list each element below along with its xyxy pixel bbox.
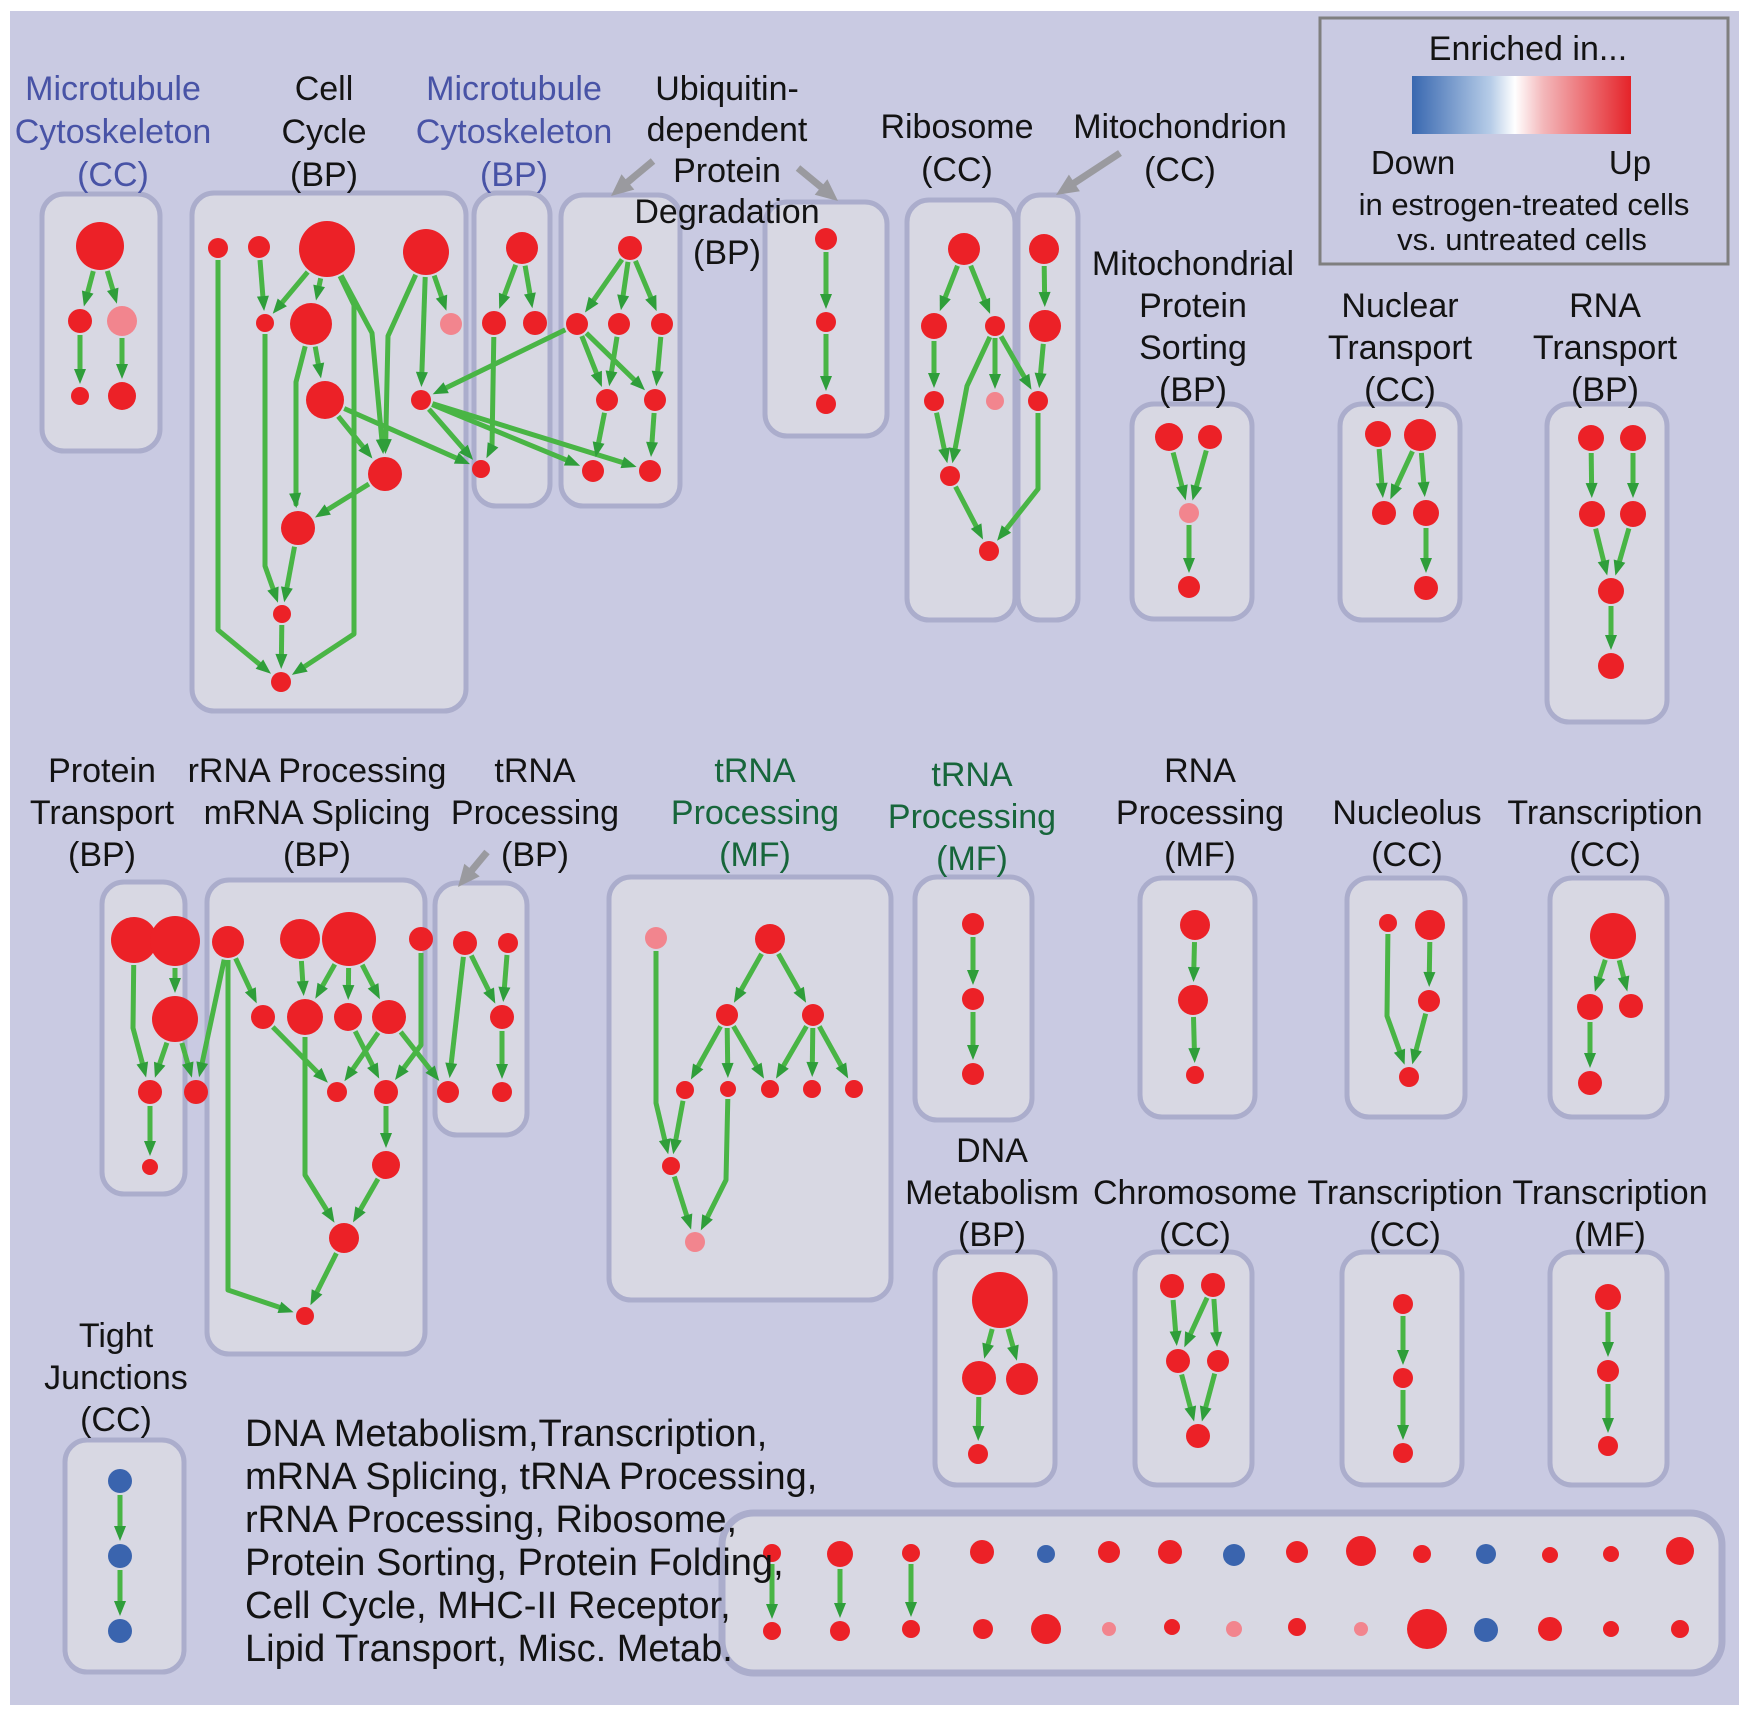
- svg-text:(BP): (BP): [1159, 371, 1227, 409]
- svg-text:Processing: Processing: [671, 794, 839, 832]
- svg-text:dependent: dependent: [647, 111, 808, 149]
- svg-text:Protein Sorting, Protein Foldi: Protein Sorting, Protein Folding,: [245, 1542, 784, 1584]
- svg-text:Processing: Processing: [451, 794, 619, 832]
- svg-text:Ribosome: Ribosome: [880, 108, 1033, 146]
- svg-text:(CC): (CC): [1369, 1216, 1441, 1254]
- svg-text:Processing: Processing: [1116, 794, 1284, 832]
- svg-text:(CC): (CC): [1569, 836, 1641, 874]
- svg-text:vs. untreated cells: vs. untreated cells: [1397, 222, 1647, 257]
- svg-text:mRNA Splicing: mRNA Splicing: [204, 794, 431, 832]
- svg-text:tRNA: tRNA: [714, 752, 796, 790]
- svg-text:Cell Cycle, MHC-II Receptor,: Cell Cycle, MHC-II Receptor,: [245, 1585, 731, 1627]
- svg-text:Protein: Protein: [673, 152, 781, 190]
- svg-text:Cell: Cell: [295, 70, 354, 108]
- svg-text:Processing: Processing: [888, 798, 1056, 836]
- svg-text:RNA: RNA: [1164, 752, 1236, 790]
- svg-text:Degradation: Degradation: [634, 193, 819, 231]
- svg-text:rRNA Processing, Ribosome,: rRNA Processing, Ribosome,: [245, 1499, 737, 1541]
- svg-text:(BP): (BP): [68, 836, 136, 874]
- svg-text:Sorting: Sorting: [1139, 329, 1247, 367]
- svg-text:DNA Metabolism,Transcription,: DNA Metabolism,Transcription,: [245, 1413, 767, 1455]
- svg-text:(MF): (MF): [936, 840, 1008, 878]
- svg-text:(BP): (BP): [958, 1216, 1026, 1254]
- svg-text:Chromosome: Chromosome: [1093, 1174, 1297, 1212]
- svg-text:(BP): (BP): [501, 836, 569, 874]
- svg-text:Enriched in...: Enriched in...: [1429, 30, 1627, 68]
- svg-text:Cytoskeleton: Cytoskeleton: [416, 113, 613, 151]
- svg-text:(CC): (CC): [1364, 371, 1436, 409]
- svg-text:(MF): (MF): [1164, 836, 1236, 874]
- svg-text:Transport: Transport: [1328, 329, 1473, 367]
- svg-text:Microtubule: Microtubule: [426, 70, 602, 108]
- svg-text:Transcription: Transcription: [1307, 1174, 1502, 1212]
- svg-text:Nuclear: Nuclear: [1341, 287, 1458, 325]
- svg-text:Mitochondrion: Mitochondrion: [1073, 108, 1287, 146]
- svg-text:Lipid Transport, Misc. Metab.: Lipid Transport, Misc. Metab.: [245, 1628, 733, 1670]
- svg-text:Up: Up: [1609, 144, 1651, 181]
- svg-text:Protein: Protein: [1139, 287, 1247, 325]
- svg-text:(BP): (BP): [283, 836, 351, 874]
- svg-text:Cytoskeleton: Cytoskeleton: [15, 113, 212, 151]
- svg-text:Transport: Transport: [1533, 329, 1678, 367]
- svg-text:Transcription: Transcription: [1512, 1174, 1707, 1212]
- svg-text:Protein: Protein: [48, 752, 156, 790]
- svg-text:DNA: DNA: [956, 1132, 1028, 1170]
- svg-text:(CC): (CC): [1144, 151, 1216, 189]
- svg-text:(MF): (MF): [1574, 1216, 1646, 1254]
- svg-text:(BP): (BP): [290, 156, 358, 194]
- svg-text:(BP): (BP): [1571, 371, 1639, 409]
- svg-text:(CC): (CC): [80, 1401, 152, 1439]
- svg-text:RNA: RNA: [1569, 287, 1641, 325]
- svg-text:(CC): (CC): [921, 151, 993, 189]
- svg-text:(CC): (CC): [1159, 1216, 1231, 1254]
- svg-text:Microtubule: Microtubule: [25, 70, 201, 108]
- svg-text:Ubiquitin-: Ubiquitin-: [655, 70, 799, 108]
- svg-text:Down: Down: [1371, 144, 1455, 181]
- svg-text:tRNA: tRNA: [931, 756, 1013, 794]
- svg-text:(CC): (CC): [77, 156, 149, 194]
- svg-text:Tight: Tight: [79, 1317, 154, 1355]
- svg-text:Cycle: Cycle: [281, 113, 366, 151]
- svg-text:(BP): (BP): [693, 234, 761, 272]
- svg-text:Mitochondrial: Mitochondrial: [1092, 245, 1294, 283]
- svg-text:Transcription: Transcription: [1507, 794, 1702, 832]
- svg-text:Metabolism: Metabolism: [905, 1174, 1079, 1212]
- svg-text:(CC): (CC): [1371, 836, 1443, 874]
- svg-text:Nucleolus: Nucleolus: [1332, 794, 1481, 832]
- svg-text:(BP): (BP): [480, 156, 548, 194]
- svg-text:Junctions: Junctions: [44, 1359, 188, 1397]
- svg-text:rRNA Processing: rRNA Processing: [188, 752, 447, 790]
- svg-text:Transport: Transport: [30, 794, 175, 832]
- svg-text:(MF): (MF): [719, 836, 791, 874]
- svg-text:tRNA: tRNA: [494, 752, 576, 790]
- svg-text:in estrogen-treated cells: in estrogen-treated cells: [1359, 187, 1690, 222]
- svg-text:mRNA Splicing, tRNA Processing: mRNA Splicing, tRNA Processing,: [245, 1456, 817, 1498]
